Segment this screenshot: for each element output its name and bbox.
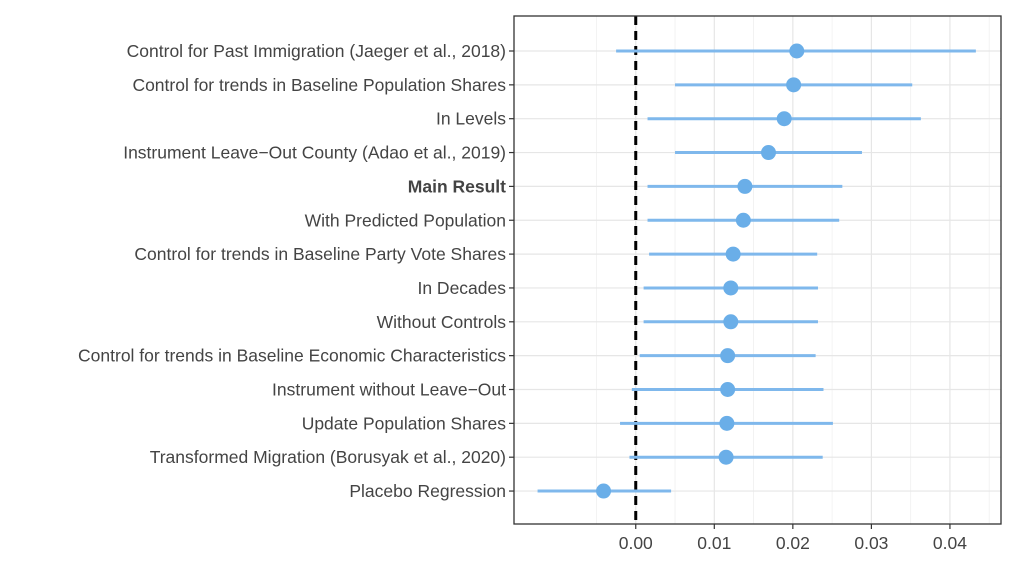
y-tick-label: Control for trends in Baseline Populatio… bbox=[132, 75, 506, 95]
point-estimate bbox=[725, 246, 741, 262]
y-tick-label: Control for Past Immigration (Jaeger et … bbox=[127, 41, 506, 61]
y-tick-label: Control for trends in Baseline Economic … bbox=[78, 346, 506, 366]
point-estimate bbox=[776, 111, 792, 127]
point-estimate bbox=[737, 178, 753, 194]
y-tick-label: In Levels bbox=[436, 109, 506, 129]
y-axis-labels: Control for Past Immigration (Jaeger et … bbox=[78, 41, 506, 501]
point-estimates bbox=[596, 43, 805, 499]
point-estimate bbox=[720, 382, 736, 397]
y-tick-label: Update Population Shares bbox=[302, 413, 507, 433]
point-estimate bbox=[760, 145, 776, 161]
y-tick-label: Without Controls bbox=[377, 312, 507, 332]
point-estimate bbox=[718, 449, 734, 465]
y-tick-label: Transformed Migration (Borusyak et al., … bbox=[150, 447, 506, 467]
x-axis-ticks bbox=[635, 524, 951, 529]
point-estimate bbox=[789, 43, 805, 59]
point-estimate bbox=[786, 77, 802, 93]
minor-gridlines bbox=[596, 16, 990, 524]
y-axis-ticks bbox=[509, 50, 514, 492]
point-estimate bbox=[735, 212, 751, 228]
plot-panel bbox=[514, 16, 1001, 524]
point-estimate bbox=[723, 314, 739, 330]
y-tick-label: Main Result bbox=[408, 176, 506, 196]
y-tick-label: Control for trends in Baseline Party Vot… bbox=[134, 244, 506, 264]
point-estimate bbox=[723, 280, 739, 296]
x-axis-labels: 0.00 0.01 0.02 0.03 0.04 bbox=[619, 533, 968, 553]
y-tick-label: With Predicted Population bbox=[305, 210, 506, 230]
x-tick-label: 0.01 bbox=[697, 533, 731, 553]
x-tick-label: 0.00 bbox=[619, 533, 653, 553]
y-tick-label: Placebo Regression bbox=[349, 481, 506, 501]
y-tick-label: Instrument Leave−Out County (Adao et al.… bbox=[123, 143, 506, 163]
y-tick-label: In Decades bbox=[417, 278, 506, 298]
point-estimate bbox=[720, 348, 736, 364]
y-tick-label: Instrument without Leave−Out bbox=[272, 380, 506, 400]
point-estimate bbox=[596, 483, 612, 499]
point-estimate bbox=[719, 415, 735, 431]
x-tick-label: 0.04 bbox=[933, 533, 967, 553]
plot-border bbox=[513, 15, 1002, 525]
x-tick-label: 0.02 bbox=[776, 533, 810, 553]
x-tick-label: 0.03 bbox=[854, 533, 888, 553]
